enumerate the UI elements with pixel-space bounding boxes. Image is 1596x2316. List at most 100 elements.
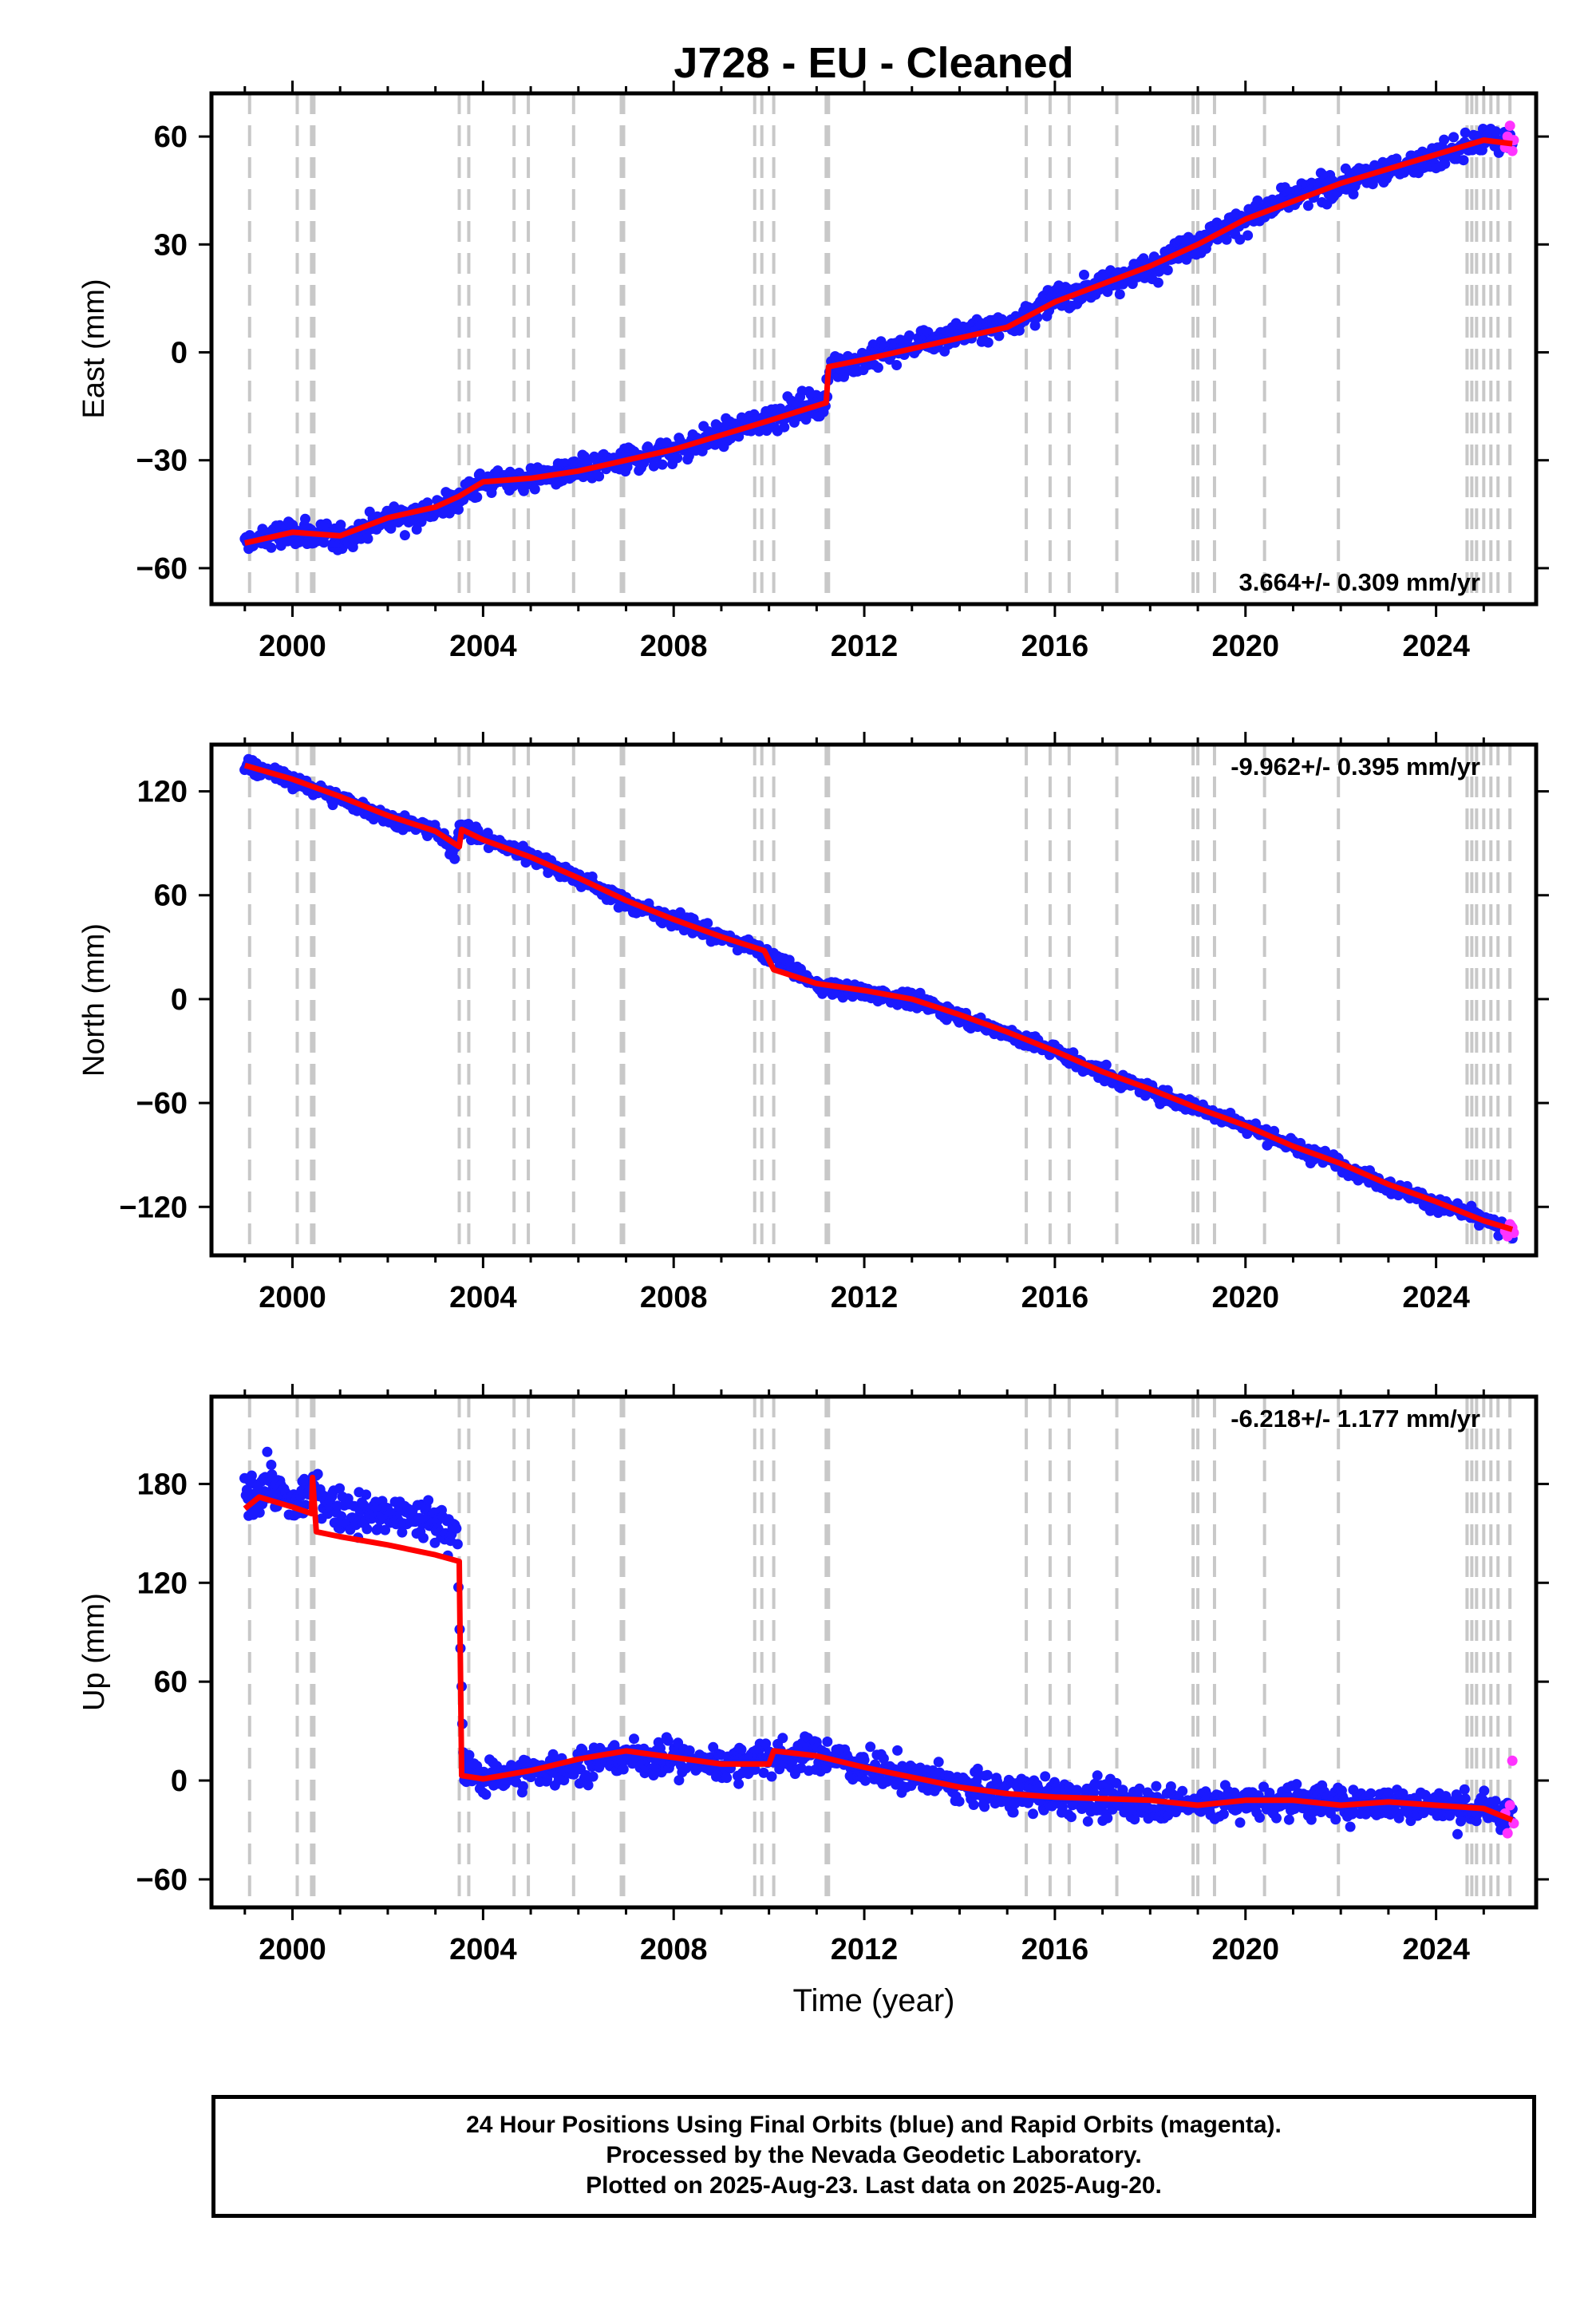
y-axis-label: North (mm) bbox=[77, 923, 111, 1077]
data-point bbox=[472, 492, 483, 503]
data-point bbox=[1235, 1817, 1246, 1828]
data-point bbox=[1177, 1785, 1188, 1796]
panel-1: 2000 2004 2008 2012 2016 2020 2024 −60 −30 0 30 60 E… bbox=[77, 81, 1549, 663]
data-point bbox=[1008, 1807, 1019, 1818]
plot-area bbox=[239, 1397, 1519, 1907]
data-point bbox=[777, 1733, 788, 1744]
data-point bbox=[681, 1763, 692, 1774]
y-axis-label: Up (mm) bbox=[77, 1593, 111, 1711]
data-point bbox=[968, 1800, 979, 1810]
model-line bbox=[243, 762, 1514, 1232]
y-tick-label: 60 bbox=[154, 121, 188, 154]
y-axis-label: East (mm) bbox=[77, 279, 111, 418]
data-point bbox=[648, 1770, 659, 1780]
rapid-point bbox=[1507, 1755, 1518, 1766]
data-point bbox=[464, 1749, 475, 1761]
data-point bbox=[1221, 234, 1232, 245]
data-point bbox=[559, 1775, 570, 1786]
data-point bbox=[423, 1495, 434, 1506]
data-point bbox=[994, 330, 1005, 342]
data-point bbox=[1291, 1779, 1302, 1790]
data-point bbox=[449, 853, 460, 864]
x-tick-label: 2016 bbox=[1021, 1281, 1089, 1314]
panel-3: 2000 2004 2008 2012 2016 2020 2024 −60 0 60 120 180… bbox=[77, 1384, 1549, 2018]
y-tick-label: −30 bbox=[136, 445, 188, 478]
data-point bbox=[542, 1773, 553, 1784]
data-point bbox=[1302, 200, 1314, 211]
data-point bbox=[822, 1736, 833, 1747]
plot-area bbox=[239, 93, 1519, 604]
data-point bbox=[1092, 1770, 1103, 1781]
data-point bbox=[1283, 1814, 1294, 1825]
rate-annotation: -6.218+/- 1.177 mm/yr bbox=[1231, 1405, 1480, 1433]
data-point bbox=[418, 1532, 429, 1543]
data-point bbox=[1460, 1793, 1471, 1804]
data-point bbox=[1082, 1816, 1093, 1827]
y-tick-label: 0 bbox=[171, 983, 188, 1017]
data-point bbox=[1029, 320, 1041, 331]
data-point bbox=[1452, 1828, 1463, 1840]
data-point bbox=[892, 1745, 903, 1756]
x-tick-label: 2024 bbox=[1402, 1281, 1470, 1314]
data-point bbox=[1165, 1781, 1176, 1792]
x-tick-label: 2012 bbox=[831, 630, 899, 663]
data-point bbox=[1079, 269, 1089, 280]
data-point bbox=[1348, 188, 1359, 200]
data-point bbox=[1218, 1808, 1229, 1820]
data-point bbox=[1365, 1788, 1377, 1799]
data-point bbox=[451, 1523, 462, 1534]
data-point bbox=[1028, 1808, 1038, 1820]
data-point bbox=[1479, 1785, 1490, 1796]
data-point bbox=[1163, 1810, 1174, 1821]
data-point bbox=[865, 1741, 876, 1753]
data-point bbox=[891, 360, 903, 370]
data-point bbox=[452, 1539, 463, 1550]
y-tick-label: 180 bbox=[137, 1468, 188, 1501]
data-point bbox=[583, 1780, 594, 1791]
data-point bbox=[629, 1733, 639, 1745]
footer-line-1: 24 Hour Positions Using Final Orbits (bl… bbox=[466, 2112, 1282, 2138]
x-tick-label: 2004 bbox=[449, 630, 517, 663]
footer-line-3: Plotted on 2025-Aug-23. Last data on 202… bbox=[586, 2172, 1162, 2199]
data-point bbox=[397, 1527, 408, 1538]
y-tick-label: 60 bbox=[154, 1666, 188, 1699]
x-tick-label: 2024 bbox=[1402, 1933, 1470, 1966]
y-tick-label: 0 bbox=[171, 1765, 188, 1798]
x-tick-label: 2020 bbox=[1211, 1933, 1279, 1966]
data-point bbox=[1306, 1814, 1317, 1825]
data-point bbox=[1345, 1821, 1356, 1832]
data-point bbox=[982, 337, 994, 348]
data-point bbox=[736, 1744, 747, 1755]
data-point bbox=[587, 1771, 598, 1782]
x-tick-label: 2004 bbox=[449, 1281, 517, 1314]
data-point bbox=[1330, 1814, 1341, 1825]
data-point bbox=[1111, 1777, 1122, 1788]
y-tick-label: −60 bbox=[136, 1863, 188, 1897]
data-point bbox=[859, 1754, 870, 1765]
model-line bbox=[244, 137, 1513, 546]
y-tick-label: −60 bbox=[136, 552, 188, 586]
data-point bbox=[733, 431, 745, 442]
data-point bbox=[766, 1771, 777, 1782]
rate-annotation: -9.962+/- 0.395 mm/yr bbox=[1231, 753, 1480, 781]
data-point bbox=[262, 1446, 273, 1457]
final-orbit-points bbox=[239, 1446, 1518, 1840]
data-point bbox=[362, 533, 373, 544]
x-tick-label: 2008 bbox=[640, 1281, 708, 1314]
rapid-orbit-points bbox=[1499, 121, 1519, 156]
data-point bbox=[422, 497, 433, 508]
x-axis-label: Time (year) bbox=[793, 1983, 955, 2018]
plot-frame bbox=[209, 91, 1539, 607]
data-point bbox=[300, 1500, 311, 1511]
data-point bbox=[1072, 1784, 1082, 1796]
data-point bbox=[480, 1789, 492, 1800]
data-point bbox=[1114, 289, 1125, 300]
rapid-point bbox=[1504, 121, 1515, 132]
data-point bbox=[758, 1767, 769, 1778]
x-tick-label: 2000 bbox=[259, 630, 326, 663]
panels: 2000 2004 2008 2012 2016 2020 2024 −60 −30 0 30 60 E… bbox=[77, 81, 1549, 2018]
data-point bbox=[1367, 179, 1378, 190]
data-point bbox=[1397, 1788, 1408, 1799]
data-point bbox=[336, 1511, 347, 1522]
